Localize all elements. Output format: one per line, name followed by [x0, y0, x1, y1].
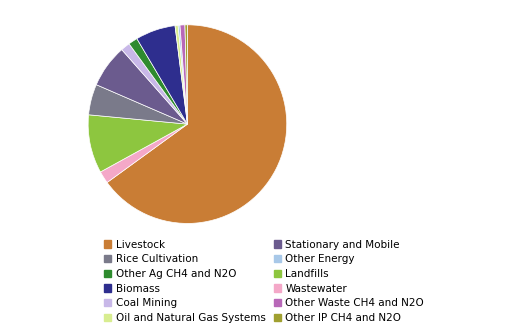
Wedge shape — [96, 50, 187, 124]
Wedge shape — [175, 25, 187, 124]
Wedge shape — [88, 115, 187, 172]
Legend: Livestock, Rice Cultivation, Other Ag CH4 and N2O, Biomass, Coal Mining, Oil and: Livestock, Rice Cultivation, Other Ag CH… — [101, 237, 427, 326]
Wedge shape — [89, 85, 187, 124]
Wedge shape — [180, 25, 187, 124]
Wedge shape — [129, 39, 187, 124]
Wedge shape — [107, 25, 287, 223]
Wedge shape — [178, 25, 187, 124]
Wedge shape — [122, 44, 187, 124]
Wedge shape — [185, 25, 187, 124]
Wedge shape — [100, 124, 187, 182]
Wedge shape — [137, 25, 187, 124]
